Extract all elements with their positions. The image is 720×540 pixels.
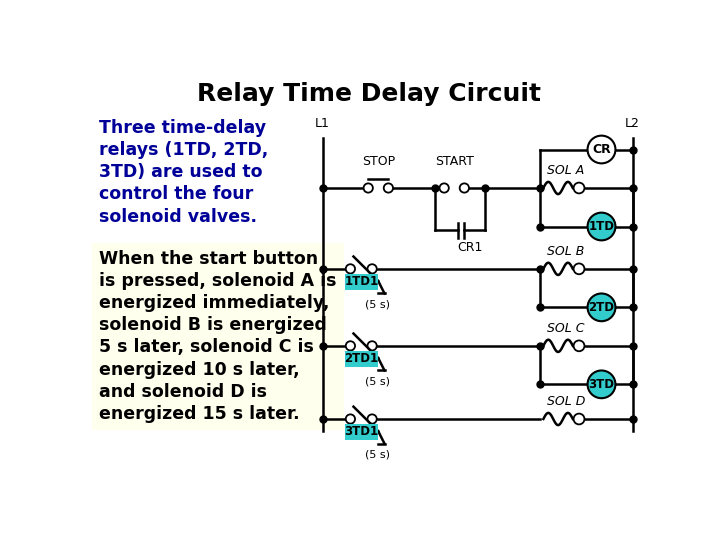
Circle shape bbox=[384, 184, 393, 193]
Circle shape bbox=[574, 340, 585, 351]
Circle shape bbox=[588, 136, 616, 164]
Text: 1TD: 1TD bbox=[588, 220, 614, 233]
Text: L2: L2 bbox=[625, 117, 640, 130]
Circle shape bbox=[346, 414, 355, 423]
FancyBboxPatch shape bbox=[345, 424, 377, 440]
Circle shape bbox=[574, 183, 585, 193]
Circle shape bbox=[588, 213, 616, 240]
Text: 3TD1: 3TD1 bbox=[344, 425, 378, 438]
Circle shape bbox=[588, 294, 616, 321]
Text: 1TD1: 1TD1 bbox=[344, 275, 378, 288]
Text: SOL B: SOL B bbox=[547, 245, 585, 258]
Text: CR: CR bbox=[592, 143, 611, 156]
Circle shape bbox=[574, 264, 585, 274]
Text: (5 s): (5 s) bbox=[365, 377, 390, 387]
Circle shape bbox=[574, 414, 585, 424]
Text: (5 s): (5 s) bbox=[365, 450, 390, 460]
Text: When the start button
is pressed, solenoid A is
energized immediately,
solenoid : When the start button is pressed, soleno… bbox=[99, 249, 337, 423]
Text: 2TD1: 2TD1 bbox=[344, 352, 378, 365]
Text: SOL D: SOL D bbox=[547, 395, 585, 408]
FancyBboxPatch shape bbox=[345, 274, 377, 289]
Circle shape bbox=[367, 414, 377, 423]
Text: CR1: CR1 bbox=[457, 241, 482, 254]
Text: Relay Time Delay Circuit: Relay Time Delay Circuit bbox=[197, 82, 541, 106]
Text: SOL A: SOL A bbox=[547, 164, 585, 177]
Circle shape bbox=[346, 341, 355, 350]
Circle shape bbox=[588, 370, 616, 398]
Text: SOL C: SOL C bbox=[547, 322, 585, 335]
Circle shape bbox=[439, 184, 449, 193]
FancyBboxPatch shape bbox=[345, 351, 377, 367]
Circle shape bbox=[367, 341, 377, 350]
Text: STOP: STOP bbox=[361, 155, 395, 168]
Circle shape bbox=[367, 264, 377, 273]
Text: (5 s): (5 s) bbox=[365, 300, 390, 309]
Text: 2TD: 2TD bbox=[588, 301, 614, 314]
Text: L1: L1 bbox=[315, 117, 330, 130]
Circle shape bbox=[459, 184, 469, 193]
Text: START: START bbox=[435, 155, 474, 168]
Circle shape bbox=[364, 184, 373, 193]
Text: 3TD: 3TD bbox=[588, 378, 614, 391]
Circle shape bbox=[346, 264, 355, 273]
Text: Three time-delay
relays (1TD, 2TD,
3TD) are used to
control the four
solenoid va: Three time-delay relays (1TD, 2TD, 3TD) … bbox=[99, 119, 269, 226]
